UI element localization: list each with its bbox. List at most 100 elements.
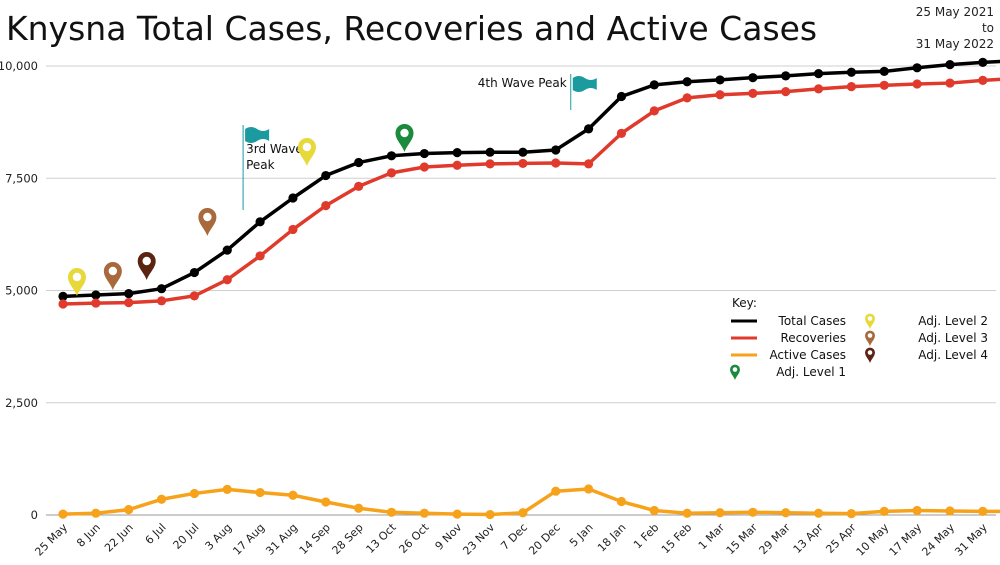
x-tick-label: 18 Jan [595,521,629,555]
legend-label: Adj. Level 1 [776,365,846,379]
data-point [354,181,364,191]
teal-flag-icon [245,127,270,143]
data-point [846,67,857,77]
data-point [616,91,627,102]
x-tick-label: 14 Sep [297,521,333,557]
data-point [649,505,659,516]
data-point [813,69,824,79]
x-tick-label: 17 Aug [230,521,267,558]
data-point [584,159,594,169]
data-point [124,298,134,308]
pin-body [865,313,875,329]
data-point [485,159,495,169]
data-point [978,75,988,85]
data-point [386,168,397,178]
x-tick-label: 13 Apr [791,521,826,556]
data-point [321,497,331,507]
x-tick-label: 25 Apr [823,521,858,556]
data-point [682,77,692,87]
data-point [813,508,824,518]
date-range-end: 31 May 2022 [916,37,994,51]
pin-body [865,330,875,346]
data-point [551,145,561,155]
data-point [945,78,955,88]
data-point [386,507,397,517]
x-tick-label: 10 May [854,521,892,559]
data-point [91,290,101,300]
series-active-cases [58,484,1000,520]
data-point [419,508,429,518]
data-point [978,506,988,517]
data-point [584,484,594,494]
x-tick-label: 26 Oct [396,520,431,555]
annotation-text: 3rd Wave [246,142,303,156]
flag-cloth [572,76,597,92]
pin-hole [108,266,118,276]
location-pin-icon [198,208,217,236]
legend-label: Adj. Level 4 [918,348,988,362]
data-point [58,299,68,309]
data-point [452,509,462,519]
series-total-cases [58,57,1000,301]
data-point [124,505,134,515]
location-pin-icon [68,268,86,296]
data-point [189,291,199,301]
y-tick-label: 10,000 [0,59,38,73]
location-pin-icon [395,124,414,152]
x-tick-label: 28 Sep [330,521,366,557]
data-point [419,148,429,159]
data-point [551,158,561,168]
data-point [255,251,265,261]
chart-title: Knysna Total Cases, Recoveries and Activ… [6,9,817,48]
data-point [616,496,627,507]
data-point [452,160,462,170]
data-point [649,106,659,116]
pin-body [198,208,217,236]
legend-label: Adj. Level 3 [918,331,988,345]
location-pin-icon [137,252,156,280]
pin-body [137,252,156,280]
x-tick-label: 13 Oct [364,520,399,555]
data-point [748,88,758,98]
location-pin-icon [730,364,740,380]
data-point [58,509,68,519]
data-point [419,162,429,172]
data-point [288,193,298,203]
location-pin-icon [103,262,122,290]
location-pin-icon [865,330,875,346]
y-tick-label: 7,500 [5,171,38,185]
x-tick-label: 1 Mar [696,521,728,553]
data-point [156,296,167,306]
data-point [288,490,298,500]
series-line [62,59,1000,299]
pin-body [730,364,740,380]
series-recoveries [58,75,1000,309]
legend-label: Adj. Level 2 [918,314,988,328]
data-point [452,148,462,158]
series-line [62,77,1000,306]
x-tick-label: 7 Dec [498,521,530,553]
data-point [912,79,922,89]
data-point [518,147,528,157]
data-point [124,289,134,299]
data-point [91,508,101,518]
pin-hole [867,316,873,321]
data-point [222,275,232,285]
wave-annotations: 3rd Wave Peak 4th Wave Peak [242,74,597,210]
date-range-start: 25 May 2021 [916,5,994,19]
x-tick-label: 24 May [919,521,957,559]
data-point [156,284,167,294]
y-tick-label: 5,000 [5,284,38,298]
data-point [945,506,955,516]
legend-label: Active Cases [769,348,846,362]
data-point [156,494,167,504]
x-tick-label: 20 Dec [526,521,563,558]
legend-label: Recoveries [780,331,846,345]
data-point [616,128,627,138]
x-tick-label: 25 May [32,521,70,559]
pin-body [297,138,316,166]
data-point [715,90,725,100]
data-point [846,82,857,92]
